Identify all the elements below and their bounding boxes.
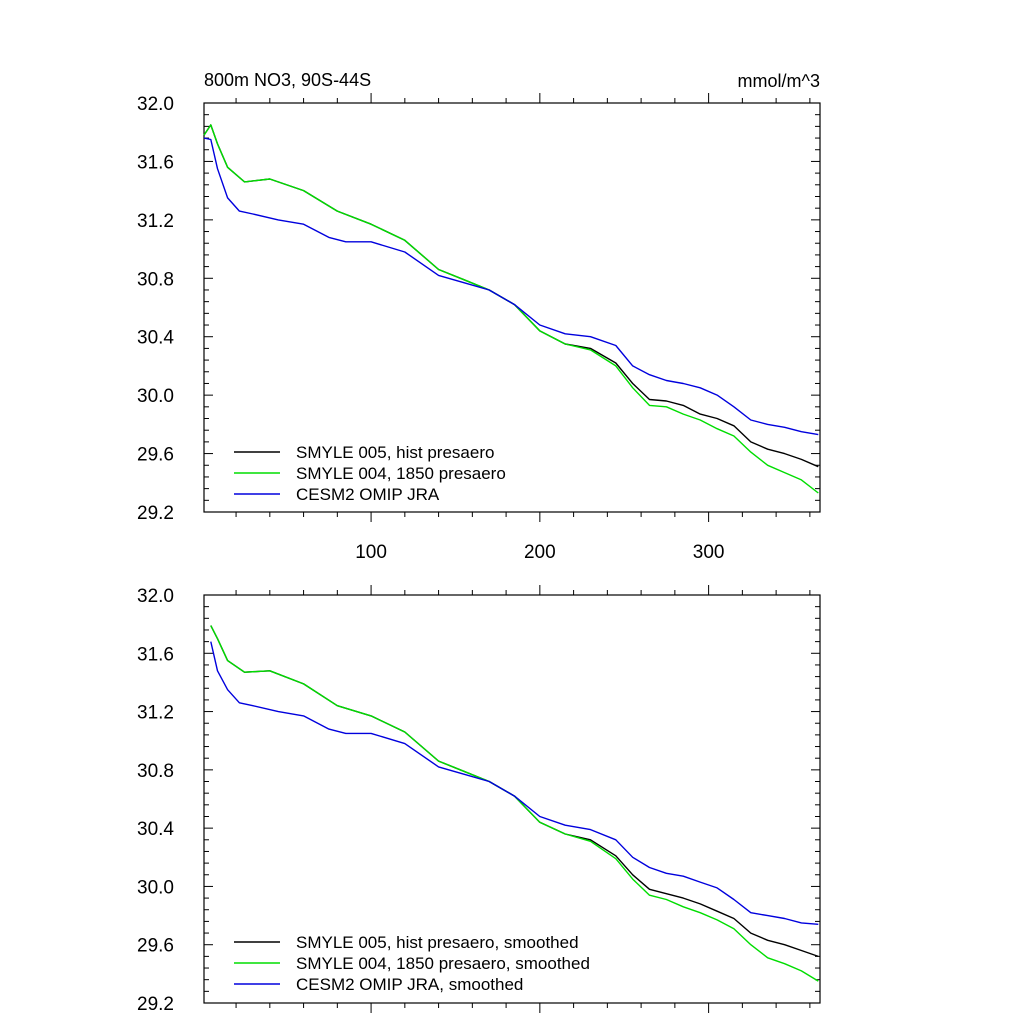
y-tick-label: 31.2 — [137, 211, 174, 232]
bottom-panel: 29.2 29.6 30.0 30.4 30.8 31.2 31.6 32.0 SMYLE 00… — [137, 585, 821, 1015]
y-tick-label: 30.4 — [137, 328, 174, 349]
y-tick-label: 30.8 — [137, 761, 174, 782]
units-label: mmol/m^3 — [738, 71, 820, 91]
series-line — [203, 124, 819, 494]
series-line — [210, 625, 819, 982]
legend-label: SMYLE 004, 1850 presaero — [296, 464, 506, 483]
y-tick-label: 30.4 — [137, 819, 174, 840]
y-tick-label: 29.2 — [137, 503, 174, 524]
y-tick-label: 31.6 — [137, 644, 174, 665]
y-tick-label: 29.6 — [137, 445, 174, 466]
chart-title: 800m NO3, 90S-44S — [204, 70, 371, 90]
y-tick-label: 30.0 — [137, 386, 174, 407]
y-tick-label: 31.6 — [137, 152, 174, 173]
plot-frame — [203, 594, 821, 1004]
y-tick-label: 32.0 — [137, 94, 174, 115]
y-tick-label: 32.0 — [137, 586, 174, 607]
x-tick-label: 100 — [355, 542, 387, 563]
y-tick-label: 29.2 — [137, 994, 174, 1015]
series-line — [203, 124, 819, 468]
legend-label: CESM2 OMIP JRA, smoothed — [296, 975, 523, 994]
plot-frame — [203, 102, 821, 513]
x-tick-label: 200 — [524, 542, 556, 563]
legend-label: SMYLE 005, hist presaero, smoothed — [296, 933, 579, 952]
legend-label: SMYLE 004, 1850 presaero, smoothed — [296, 954, 590, 973]
x-tick-label: 300 — [693, 542, 725, 563]
y-tick-label: 30.0 — [137, 877, 174, 898]
series-line — [210, 641, 819, 925]
series-line — [210, 625, 819, 958]
y-tick-label: 29.6 — [137, 936, 174, 957]
legend-label: SMYLE 005, hist presaero — [296, 443, 494, 462]
legend-label: CESM2 OMIP JRA — [296, 485, 440, 504]
y-tick-label: 31.2 — [137, 703, 174, 724]
series-line — [203, 137, 819, 436]
top-panel: 29.2 29.6 30.0 30.4 30.8 31.2 31.6 32.0 100 200 30… — [137, 93, 821, 563]
y-tick-label: 30.8 — [137, 269, 174, 290]
